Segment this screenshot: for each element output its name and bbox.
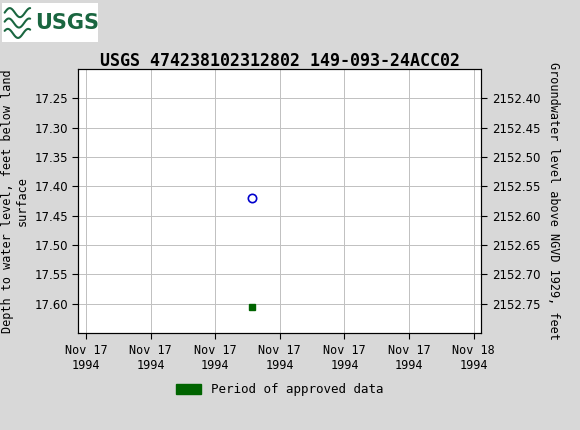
FancyBboxPatch shape (2, 3, 98, 43)
Legend: Period of approved data: Period of approved data (171, 378, 389, 401)
Y-axis label: Groundwater level above NGVD 1929, feet: Groundwater level above NGVD 1929, feet (548, 62, 560, 340)
Text: USGS: USGS (35, 12, 99, 33)
Text: USGS 474238102312802 149-093-24ACC02: USGS 474238102312802 149-093-24ACC02 (100, 52, 460, 70)
Y-axis label: Depth to water level, feet below land
surface: Depth to water level, feet below land su… (1, 69, 28, 333)
